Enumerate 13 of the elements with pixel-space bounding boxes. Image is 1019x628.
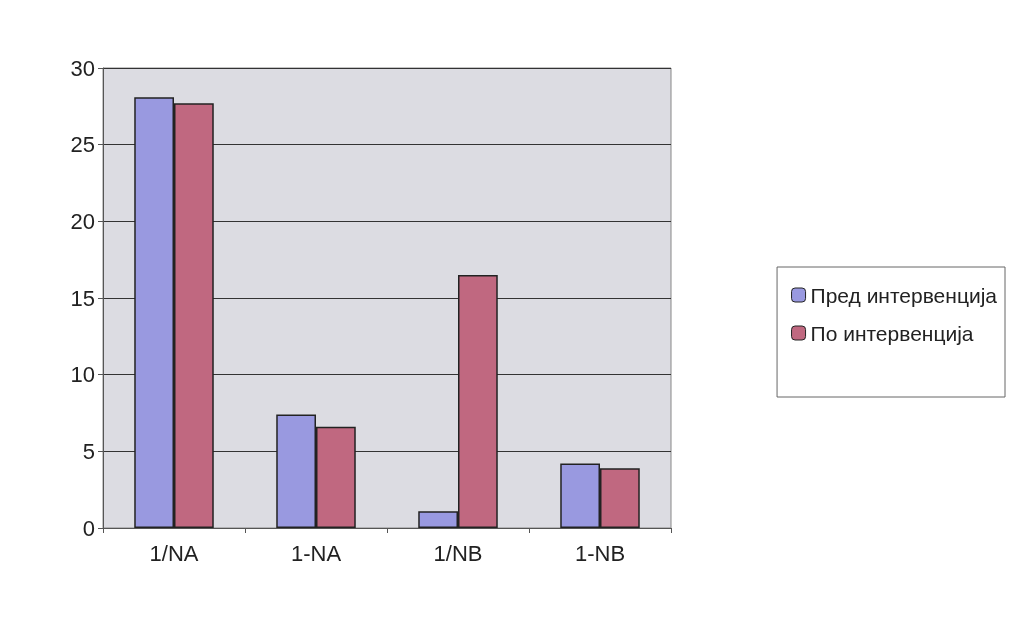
y-tick-label: 5: [82, 438, 95, 464]
x-tick-label: 1-NA: [290, 540, 342, 566]
x-tick-label: 1/NA: [149, 540, 199, 566]
y-tick-label: 15: [70, 285, 95, 311]
y-tick-label: 20: [70, 208, 95, 234]
legend-label: Пред интервенција: [810, 283, 998, 307]
y-tick-label: 10: [70, 362, 95, 388]
y-tick-label: 25: [70, 132, 95, 158]
y-tick-label: 0: [82, 515, 95, 541]
x-tick-label: 1-NB: [574, 540, 626, 566]
x-tick-label: 1/NB: [433, 540, 483, 566]
y-tick-label: 30: [70, 55, 95, 81]
legend-label: По интервенција: [810, 321, 974, 345]
